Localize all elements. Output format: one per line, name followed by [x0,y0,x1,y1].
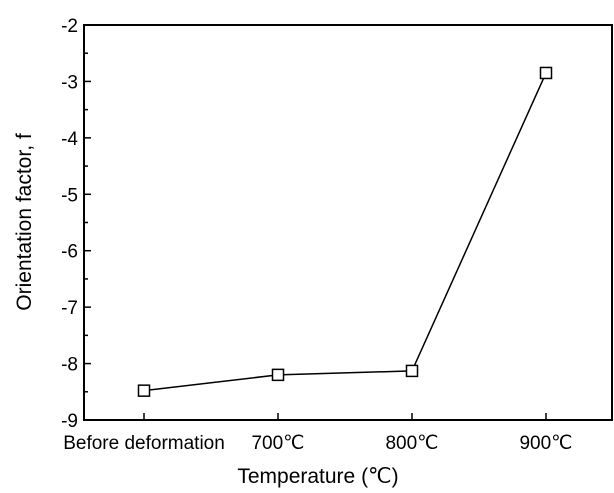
y-axis-title: Orientation factor, f [13,133,36,311]
y-tick-label: -4 [61,129,78,150]
x-tick-label: Before deformation [63,433,225,454]
data-point [541,67,552,78]
plot-frame [84,25,612,420]
y-tick-label: -2 [61,16,78,37]
x-tick-label: 900℃ [519,433,572,454]
y-tick-label: -9 [61,411,78,432]
y-tick-label: -5 [61,185,78,206]
x-tick-label: 700℃ [251,433,304,454]
data-point [273,369,284,380]
data-point [407,365,418,376]
x-tick-label: 800℃ [385,433,438,454]
x-axis-title: Temperature (℃) [237,465,398,488]
data-point [139,385,150,396]
y-tick-label: -7 [61,298,78,319]
y-tick-label: -6 [61,242,78,263]
y-tick-label: -8 [61,355,78,376]
y-tick-label: -3 [61,72,78,93]
